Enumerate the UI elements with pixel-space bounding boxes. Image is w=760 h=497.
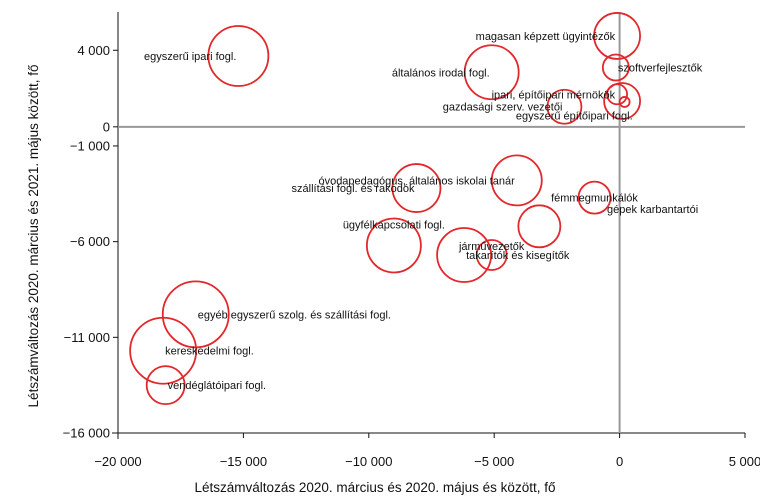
bubble — [618, 96, 631, 108]
point-label: fémmegmunkálók — [551, 193, 638, 205]
y-axis-title: Létszámváltozás 2020. március és 2021. m… — [26, 65, 41, 408]
point-label: egyszerű építőipari fogl. — [516, 110, 633, 122]
point-label: járművezetők — [458, 241, 525, 253]
bubble — [365, 217, 422, 274]
axes — [112, 12, 745, 439]
ticks: −20 000 −15 000 −10 000 −5 000 0 5 000 4 000 0 −… — [63, 43, 760, 469]
bubbles — [129, 12, 642, 406]
x-tick-label: −10 000 — [345, 454, 392, 469]
bubble — [517, 204, 562, 249]
bubble — [129, 316, 198, 385]
y-tick-label: −6 000 — [70, 234, 110, 249]
point-label: ipari, építőipari mérnökök — [492, 89, 616, 101]
bubble — [391, 163, 442, 213]
point-label: óvodapedagógus, általános iskolai tanár — [318, 175, 515, 187]
bubble — [463, 44, 520, 101]
bubble — [490, 154, 543, 207]
point-label: egyszerű ipari fogl. — [144, 51, 236, 63]
y-tick-label: −11 000 — [64, 330, 110, 345]
y-tick-label: −1 000 — [70, 138, 110, 153]
y-tick-label: −16 000 — [63, 426, 110, 441]
point-label: vendéglátóipari fogl. — [168, 380, 266, 392]
point-label: takarítók és kisegítők — [466, 250, 570, 262]
y-tick-label: 0 — [103, 119, 110, 134]
bubble — [145, 365, 186, 406]
x-tick-label: 5 000 — [729, 454, 760, 469]
bubble — [475, 239, 508, 271]
x-tick-label: −20 000 — [94, 454, 141, 469]
point-label: egyéb egyszerű szolg. és szállítási fogl… — [198, 309, 391, 321]
point-label: általános irodai fogl. — [392, 67, 490, 79]
bubble — [436, 227, 493, 283]
x-tick-label: −15 000 — [220, 454, 267, 469]
x-tick-label: 0 — [616, 454, 623, 469]
y-tick-label: 4 000 — [77, 43, 110, 58]
bubble — [207, 25, 270, 87]
bubble — [601, 53, 630, 82]
bubble — [577, 180, 612, 215]
point-label: gazdasági szerv. vezetői — [443, 102, 563, 114]
point-label: magasan képzett ügyintézők — [476, 31, 616, 43]
point-label: ügyfélkapcsolati fogl. — [343, 219, 445, 231]
point-label: gépek karbantartói — [607, 204, 698, 216]
x-tick-label: −5 000 — [474, 454, 514, 469]
bubble — [546, 88, 583, 125]
point-labels: egyszerű ipari fogl. magasan képzett ügyi… — [144, 31, 703, 392]
x-axis-title: Létszámváltozás 2020. március és 2020. m… — [195, 480, 556, 495]
point-label: szoftverfejlesztők — [618, 62, 703, 74]
bubble — [593, 12, 641, 60]
point-label: szállítási fogl. és rakodók — [292, 183, 415, 195]
point-label: kereskedelmi fogl. — [165, 346, 254, 358]
bubble — [603, 82, 642, 120]
